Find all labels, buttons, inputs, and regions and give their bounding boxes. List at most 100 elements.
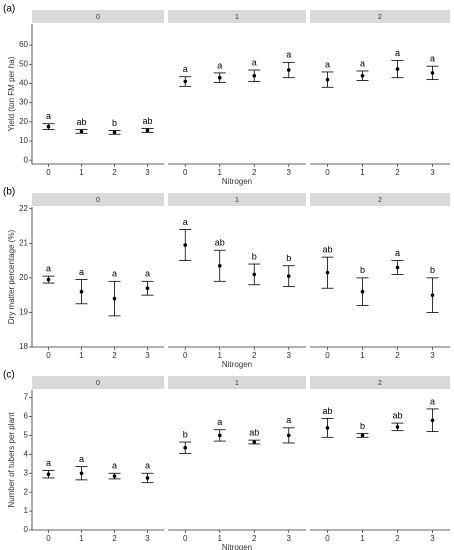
x-tick-label: 2 [112,168,117,177]
significance-letter: a [217,417,222,427]
point [430,293,435,297]
point [145,286,150,291]
point [217,433,222,438]
point [395,67,400,71]
x-tick-label: 1 [79,534,84,543]
point [325,77,330,82]
x-tick-label: 2 [252,168,257,177]
x-tick-label: 1 [218,351,223,360]
significance-letter: a [112,269,117,279]
x-tick-label: 3 [430,351,435,360]
y-tick-label: 2 [24,487,29,496]
point [79,129,84,134]
x-axis-label: Nitrogen [222,543,252,550]
significance-letter: a [46,458,51,468]
y-tick-label: 4 [24,449,29,458]
facet-strip [310,193,450,206]
panel-label: (b) [3,187,15,198]
x-tick-label: 3 [430,534,435,543]
point [286,433,291,438]
facet-title: 0 [96,14,100,21]
x-tick-label: 2 [395,534,400,543]
point [360,289,365,294]
y-tick-label: 10 [19,136,28,145]
significance-letter: b [360,421,365,431]
x-tick-label: 0 [325,168,330,177]
significance-letter: a [325,59,330,69]
facet-title: 1 [235,380,239,387]
significance-letter: a [395,48,400,58]
significance-letter: a [46,264,51,274]
facet-strip [310,376,450,389]
x-tick-label: 0 [46,534,51,543]
facet-title: 2 [378,380,382,387]
facet-strip [32,376,164,389]
x-tick-label: 0 [183,351,188,360]
y-tick-label: 21 [19,238,28,247]
point [217,75,222,80]
significance-letter: a [112,461,117,471]
panel-label: (c) [3,370,15,381]
x-tick-label: 2 [112,534,117,543]
facet-title: 0 [96,380,100,387]
x-axis-label: Nitrogen [222,177,252,186]
point [252,73,257,78]
y-tick-label: 3 [24,468,29,477]
x-tick-label: 0 [46,168,51,177]
y-tick-label: 22 [19,204,28,213]
x-tick-label: 0 [46,351,51,360]
facet-strip [168,193,306,206]
point [183,445,188,450]
y-tick-label: 40 [19,79,28,88]
point [252,272,257,277]
point [360,73,365,78]
significance-letter: ab [392,410,402,420]
point [286,68,291,72]
x-tick-label: 1 [218,534,223,543]
y-axis-label: Number of tubers per plant [7,412,16,508]
facet-title: 2 [378,197,382,204]
y-tick-label: 50 [19,59,28,68]
x-tick-label: 3 [287,351,292,360]
significance-letter: a [79,267,84,277]
significance-letter: a [145,461,150,471]
facet-strip [168,376,306,389]
point [325,426,330,430]
x-tick-label: 3 [145,351,150,360]
significance-letter: a [217,60,222,70]
y-tick-label: 30 [19,98,28,107]
point [145,476,150,480]
significance-letter: ab [76,117,86,127]
facet-title: 0 [96,197,100,204]
point [430,71,435,75]
significance-letter: a [286,415,291,425]
significance-letter: a [183,217,188,227]
significance-letter: a [430,54,435,64]
point [79,471,84,476]
x-tick-label: 2 [112,351,117,360]
x-tick-label: 0 [325,351,330,360]
x-tick-label: 1 [360,351,365,360]
significance-letter: ab [322,244,332,254]
significance-letter: a [430,396,435,406]
x-tick-label: 0 [183,534,188,543]
significance-letter: ab [322,406,332,416]
point [286,274,291,278]
point [360,433,365,438]
y-tick-label: 60 [19,40,28,49]
significance-letter: a [46,111,51,121]
significance-letter: b [430,265,435,275]
significance-letter: a [286,50,291,60]
facet-strip [32,193,164,206]
significance-letter: b [360,265,365,275]
x-tick-label: 3 [145,168,150,177]
y-tick-label: 7 [24,393,29,402]
panel-label: (a) [3,4,15,15]
significance-letter: a [360,58,365,68]
significance-letter: ab [249,428,259,438]
significance-letter: ab [215,238,225,248]
x-tick-label: 3 [287,168,292,177]
x-tick-label: 3 [145,534,150,543]
facet-strip [168,10,306,23]
